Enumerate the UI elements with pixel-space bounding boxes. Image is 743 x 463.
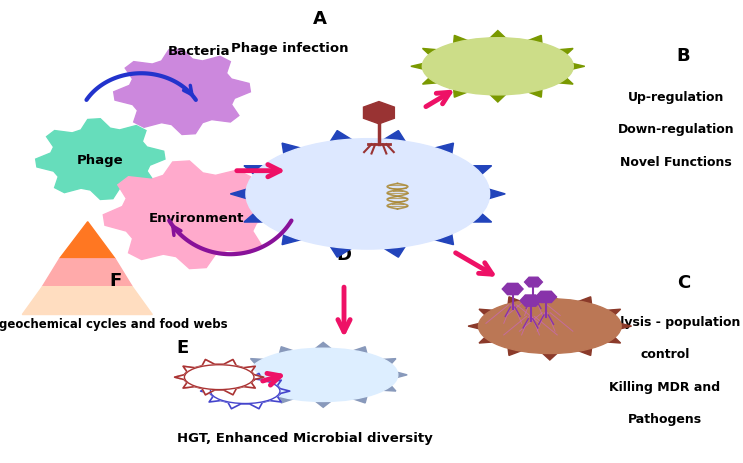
Text: F: F <box>109 271 121 289</box>
Text: Cell lysis - population: Cell lysis - population <box>590 315 740 328</box>
Text: B: B <box>677 47 690 64</box>
Ellipse shape <box>422 38 574 96</box>
Text: Virocell: Virocell <box>472 61 524 74</box>
Polygon shape <box>502 284 523 295</box>
Text: D: D <box>337 246 351 263</box>
Text: Phage infection: Phage infection <box>231 42 348 55</box>
Polygon shape <box>536 292 557 303</box>
Text: A: A <box>313 10 326 27</box>
Polygon shape <box>520 295 541 307</box>
Polygon shape <box>230 131 505 257</box>
Text: Up-regulation: Up-regulation <box>628 91 724 104</box>
Ellipse shape <box>210 379 280 404</box>
Polygon shape <box>201 374 290 409</box>
Polygon shape <box>59 222 115 259</box>
Text: Pathogens: Pathogens <box>628 413 702 425</box>
Ellipse shape <box>249 349 398 401</box>
Text: Prophage
lysogeny: Prophage lysogeny <box>288 359 359 387</box>
Text: C: C <box>677 274 690 291</box>
Polygon shape <box>525 278 542 287</box>
Text: Environment: Environment <box>149 211 244 224</box>
Polygon shape <box>36 119 165 200</box>
Text: Host Cell: Host Cell <box>304 182 380 197</box>
Polygon shape <box>411 31 585 103</box>
Polygon shape <box>363 102 395 125</box>
Polygon shape <box>114 50 250 135</box>
Text: Down-regulation: Down-regulation <box>618 123 734 136</box>
Ellipse shape <box>246 139 490 250</box>
Text: Novel Functions: Novel Functions <box>620 156 732 169</box>
Polygon shape <box>175 360 264 395</box>
Polygon shape <box>239 343 407 407</box>
Text: Phage: Phage <box>77 153 123 166</box>
Polygon shape <box>468 293 632 360</box>
Polygon shape <box>103 162 276 269</box>
Text: Bacteria: Bacteria <box>168 44 230 57</box>
Text: E: E <box>176 338 188 356</box>
Text: Biogeochemical cycles and food webs: Biogeochemical cycles and food webs <box>0 318 227 331</box>
Ellipse shape <box>478 299 621 354</box>
Text: control: control <box>640 348 690 361</box>
Polygon shape <box>22 287 152 315</box>
Ellipse shape <box>184 365 254 390</box>
Polygon shape <box>175 360 264 395</box>
Polygon shape <box>42 259 132 287</box>
Text: HGT, Enhanced Microbial diversity: HGT, Enhanced Microbial diversity <box>177 431 432 444</box>
Text: Killing MDR and: Killing MDR and <box>609 380 721 393</box>
Ellipse shape <box>181 363 258 392</box>
